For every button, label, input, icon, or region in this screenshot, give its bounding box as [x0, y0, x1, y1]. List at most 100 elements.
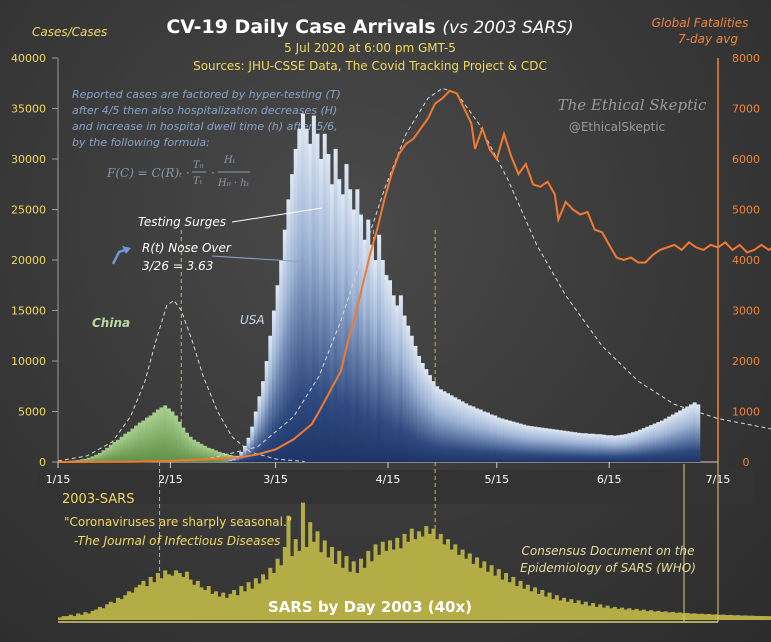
usa-bar: [649, 425, 654, 462]
usa-bar: [246, 437, 251, 462]
annotation-rt-2: 3/26 = 3.63: [142, 259, 213, 273]
sars-bar: [696, 613, 701, 620]
usa-bar: [446, 393, 451, 462]
usa-bar: [380, 260, 385, 462]
y-left-tick-label: 5000: [18, 406, 46, 419]
note-line-3: and increase in hospital dwell time (h) …: [72, 120, 338, 133]
sars-bar: [155, 573, 160, 620]
usa-bar: [504, 419, 509, 462]
usa-bar: [406, 325, 411, 462]
sars-bar: [123, 595, 128, 620]
axis-ticks: 0500010000150002000025000300003500040000…: [11, 52, 760, 486]
sars-bar: [641, 609, 646, 620]
usa-bar: [417, 355, 422, 462]
sars-bar: [409, 528, 414, 620]
sars-bar: [652, 611, 657, 620]
sars-bar: [213, 591, 218, 620]
sars-bar: [395, 537, 400, 620]
usa-bar: [663, 418, 668, 462]
china-bar: [79, 459, 84, 462]
sars-bar: [250, 588, 255, 620]
sars-bar: [609, 608, 614, 620]
usa-bar: [329, 184, 335, 462]
sars-bar: [489, 565, 494, 620]
sars-bar: [79, 614, 84, 620]
sars-bar: [388, 540, 393, 620]
chart-sources: Sources: JHU-CSSE Data, The Covid Tracki…: [193, 59, 547, 73]
y-right-tick-label: 6000: [732, 153, 760, 166]
usa-bar: [659, 420, 665, 462]
sars-bar: [536, 593, 541, 620]
usa-bar: [460, 401, 465, 462]
sars-bar: [449, 549, 454, 620]
sars-bar: [420, 536, 425, 620]
usa-bar: [580, 433, 585, 462]
y-right-tick-label: 0: [743, 456, 750, 469]
usa-bar: [355, 189, 360, 463]
usa-bar: [224, 460, 229, 462]
sars-bar: [87, 613, 92, 620]
sars-bar: [358, 558, 364, 620]
usa-bar: [485, 412, 490, 462]
y-right-tick-label: 2000: [732, 355, 760, 368]
usa-bar: [598, 434, 603, 462]
right-axis-label-line1: Global Fatalities: [652, 16, 749, 30]
sars-bar: [754, 615, 759, 620]
chart-date: 5 Jul 2020 at 6:00 pm GMT-5: [284, 41, 456, 55]
sars-bar: [398, 548, 403, 620]
usa-bar: [674, 412, 679, 462]
sars-bar: [692, 613, 697, 620]
usa-bar: [344, 164, 349, 463]
china-bar: [163, 405, 168, 462]
sars-bar: [558, 600, 563, 620]
x-tick-label: 5/15: [484, 473, 509, 486]
usa-bar: [685, 406, 690, 462]
sars-bar: [97, 606, 102, 620]
usa-bar: [340, 194, 345, 462]
sars-bar: [659, 611, 665, 620]
usa-bar: [409, 335, 414, 462]
usa-bar: [297, 128, 302, 462]
sars-bar: [141, 580, 146, 620]
sars-bar: [685, 612, 690, 620]
usa-bar: [543, 428, 548, 462]
sars-bar: [699, 613, 704, 620]
sars-bar: [199, 587, 204, 620]
sars-bar: [446, 539, 451, 620]
sars-bar: [743, 615, 748, 620]
usa-bar: [540, 427, 545, 462]
sars-consensus-line1: Consensus Document on the: [522, 544, 695, 558]
sars-bar: [402, 533, 407, 620]
sars-bar: [311, 541, 316, 620]
china-bar: [83, 458, 88, 462]
sars-bar: [116, 597, 121, 620]
usa-bar: [348, 189, 353, 463]
sars-bar: [427, 533, 432, 620]
usa-bar: [268, 335, 273, 462]
sars-bar: [148, 576, 153, 620]
usa-bar: [576, 432, 581, 462]
sars-bar: [373, 544, 378, 620]
chart-title: CV-19 Daily Case Arrivals (vs 2003 SARS): [166, 16, 573, 38]
line-series: [57, 87, 771, 463]
usa-bar: [641, 428, 646, 462]
sars-bar: [471, 563, 476, 620]
china-bar: [213, 450, 218, 462]
y-left-tick-label: 35000: [11, 103, 46, 116]
sars-quote: "Coronaviruses are sharply seasonal.": [64, 515, 292, 529]
usa-bar: [514, 422, 519, 462]
china-bar: [177, 421, 182, 462]
usa-bar: [496, 417, 501, 462]
sars-bar: [195, 580, 200, 620]
usa-bar: [228, 459, 233, 462]
sars-bar: [355, 573, 360, 620]
usa-bar: [493, 415, 498, 462]
usa-bar: [612, 435, 617, 462]
usa-bar: [551, 429, 556, 462]
usa-bar: [511, 421, 516, 462]
sars-bar: [431, 528, 436, 620]
sars-bar: [340, 567, 345, 620]
formula-ht: Hₜ: [223, 155, 236, 166]
y-right-tick-label: 4000: [732, 254, 760, 267]
sars-bar: [94, 609, 99, 620]
